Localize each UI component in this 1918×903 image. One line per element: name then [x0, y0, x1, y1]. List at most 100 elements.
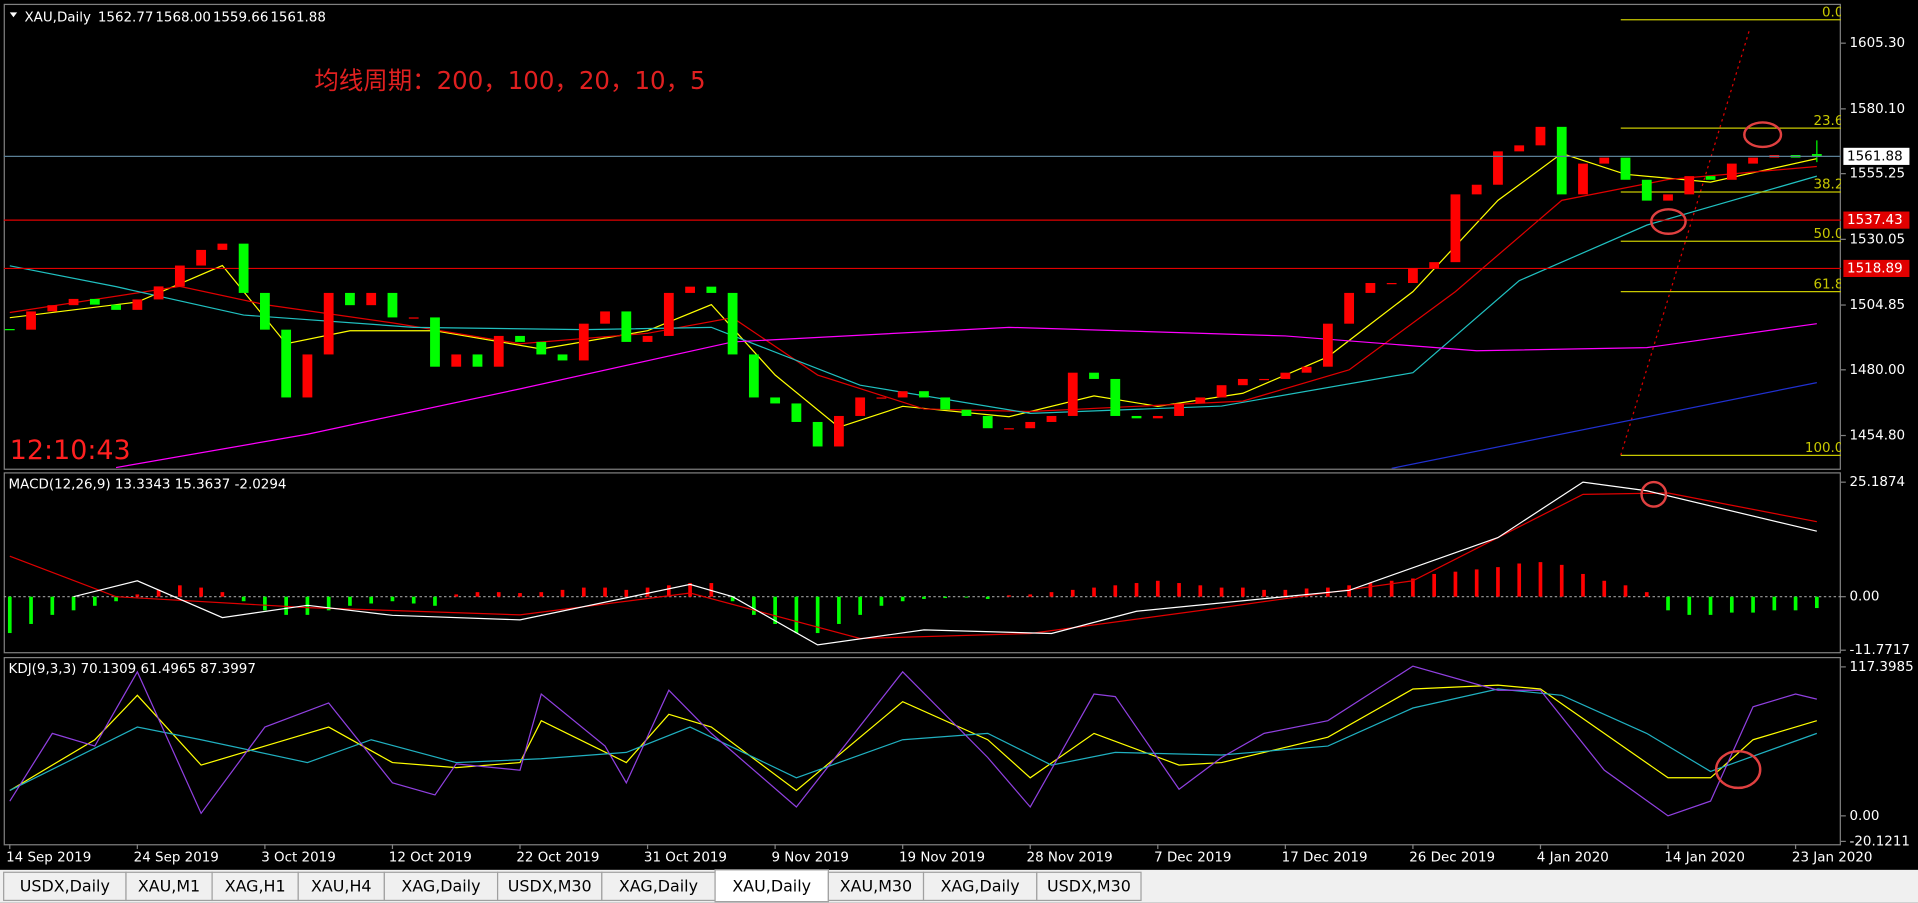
- candle: [1514, 145, 1525, 152]
- histogram-bar: [1028, 594, 1033, 597]
- histogram-bar: [1559, 564, 1564, 597]
- tab-label[interactable]: XAG,Daily: [401, 876, 480, 895]
- tab-label[interactable]: XAU,M1: [138, 876, 200, 895]
- fib-label: 100.0: [1805, 441, 1843, 456]
- histogram-bar: [1666, 596, 1670, 611]
- tab[interactable]: [601, 871, 716, 902]
- ohlc-value: 1561.88: [270, 10, 326, 25]
- candle: [1131, 415, 1142, 419]
- candle: [982, 415, 993, 429]
- histogram-bar: [1070, 589, 1075, 597]
- macd-plot: [3, 481, 1841, 646]
- highlight-circle: [1640, 480, 1668, 508]
- tab[interactable]: [211, 871, 299, 902]
- candle: [897, 391, 908, 398]
- histogram-bar: [730, 596, 735, 602]
- histogram-bar: [879, 596, 884, 606]
- candle: [1174, 403, 1184, 416]
- kdj-title: KDJ(9,3,3) 70.1309 61.4965 87.3997: [9, 662, 256, 677]
- candle: [68, 298, 79, 306]
- tab-label[interactable]: XAU,Daily: [732, 876, 811, 895]
- price-box: [1843, 211, 1910, 229]
- candle: [1641, 179, 1652, 201]
- tab[interactable]: [3, 871, 127, 902]
- x-tick-label: 3 Oct 2019: [261, 851, 336, 866]
- tab-label[interactable]: XAG,Daily: [619, 876, 698, 895]
- histogram-bar: [1198, 585, 1203, 597]
- histogram-bar: [518, 593, 522, 597]
- candle: [1110, 378, 1121, 416]
- histogram-bar: [752, 596, 756, 615]
- y-tick-label: -11.7717: [1850, 643, 1910, 658]
- tab-label[interactable]: USDX,M30: [508, 876, 592, 895]
- moving-average: [9, 175, 1818, 414]
- candle: [1067, 372, 1078, 416]
- candle: [1216, 385, 1227, 398]
- highlight-circle: [1714, 749, 1762, 790]
- histogram-bar: [178, 585, 182, 597]
- tab[interactable]: [125, 871, 213, 902]
- histogram-bar: [1496, 567, 1500, 597]
- menu-arrow[interactable]: [9, 12, 18, 18]
- candle: [876, 397, 887, 399]
- tab-label[interactable]: USDX,Daily: [20, 876, 110, 895]
- candle: [748, 354, 759, 398]
- candle: [515, 335, 525, 342]
- candle: [1705, 176, 1716, 180]
- x-tick-label: 28 Nov 2019: [1027, 851, 1113, 866]
- x-tick-label: 17 Dec 2019: [1282, 851, 1368, 866]
- price-box-label: 1537.43: [1847, 213, 1903, 228]
- histogram-bar: [1219, 587, 1224, 597]
- histogram-bar: [773, 596, 777, 624]
- histogram-bar: [688, 583, 692, 597]
- candle: [855, 397, 866, 416]
- tab[interactable]: [922, 871, 1038, 902]
- tab[interactable]: [297, 871, 385, 902]
- y-tick-label: 1580.10: [1850, 102, 1906, 117]
- histogram-bar: [815, 596, 820, 634]
- tab[interactable]: [496, 871, 603, 902]
- candle: [536, 341, 547, 355]
- histogram-bar: [1113, 585, 1118, 597]
- tabs: USDX,Daily XAU,M1 XAG,H1 XAU,H4 XAG,Daily USD…: [3, 869, 1142, 903]
- macd-title: MACD(12,26,9) 13.3343 15.3637 -2.0294: [9, 478, 287, 493]
- candle: [940, 397, 951, 410]
- tab-label[interactable]: XAU,H4: [311, 876, 371, 895]
- histogram-bar: [1240, 587, 1245, 597]
- y-tick-label: 0.00: [1850, 809, 1880, 824]
- kdj-line: [9, 688, 1818, 792]
- fib-label: 61.8: [1813, 277, 1843, 292]
- tab-label[interactable]: XAG,Daily: [941, 876, 1020, 895]
- candle: [132, 299, 143, 310]
- histogram-bar: [326, 596, 331, 611]
- trend-line: [1620, 30, 1750, 456]
- histogram-bar: [560, 589, 565, 597]
- candle: [1386, 283, 1397, 285]
- candle: [1578, 163, 1588, 195]
- candle: [1684, 176, 1695, 195]
- y-tick-label: 1530.05: [1850, 232, 1906, 247]
- candle: [217, 243, 228, 250]
- candle: [1025, 421, 1036, 429]
- histogram-bar: [1602, 580, 1607, 597]
- y-tick-label: 117.3985: [1850, 660, 1914, 675]
- ohlc: 1562.77 1568.00 1559.66 1561.88: [98, 10, 326, 25]
- candle: [408, 317, 419, 319]
- tab[interactable]: [383, 871, 499, 902]
- x-tick-label: 14 Jan 2020: [1664, 851, 1745, 866]
- candle: [791, 403, 802, 422]
- tab-label[interactable]: XAU,M30: [840, 876, 912, 895]
- tab[interactable]: [1036, 871, 1142, 902]
- histogram-bar: [1474, 569, 1479, 597]
- tab-label[interactable]: USDX,M30: [1047, 876, 1131, 895]
- moving-average: [115, 323, 1817, 469]
- histogram-bar: [348, 596, 352, 606]
- symbol: XAU,Daily: [24, 10, 91, 25]
- candle: [345, 292, 355, 306]
- tab[interactable]: [827, 871, 925, 902]
- histogram-bar: [1432, 573, 1437, 597]
- histogram-bar: [411, 596, 416, 604]
- tab-label[interactable]: XAG,H1: [225, 876, 286, 895]
- histogram-bar: [241, 596, 246, 602]
